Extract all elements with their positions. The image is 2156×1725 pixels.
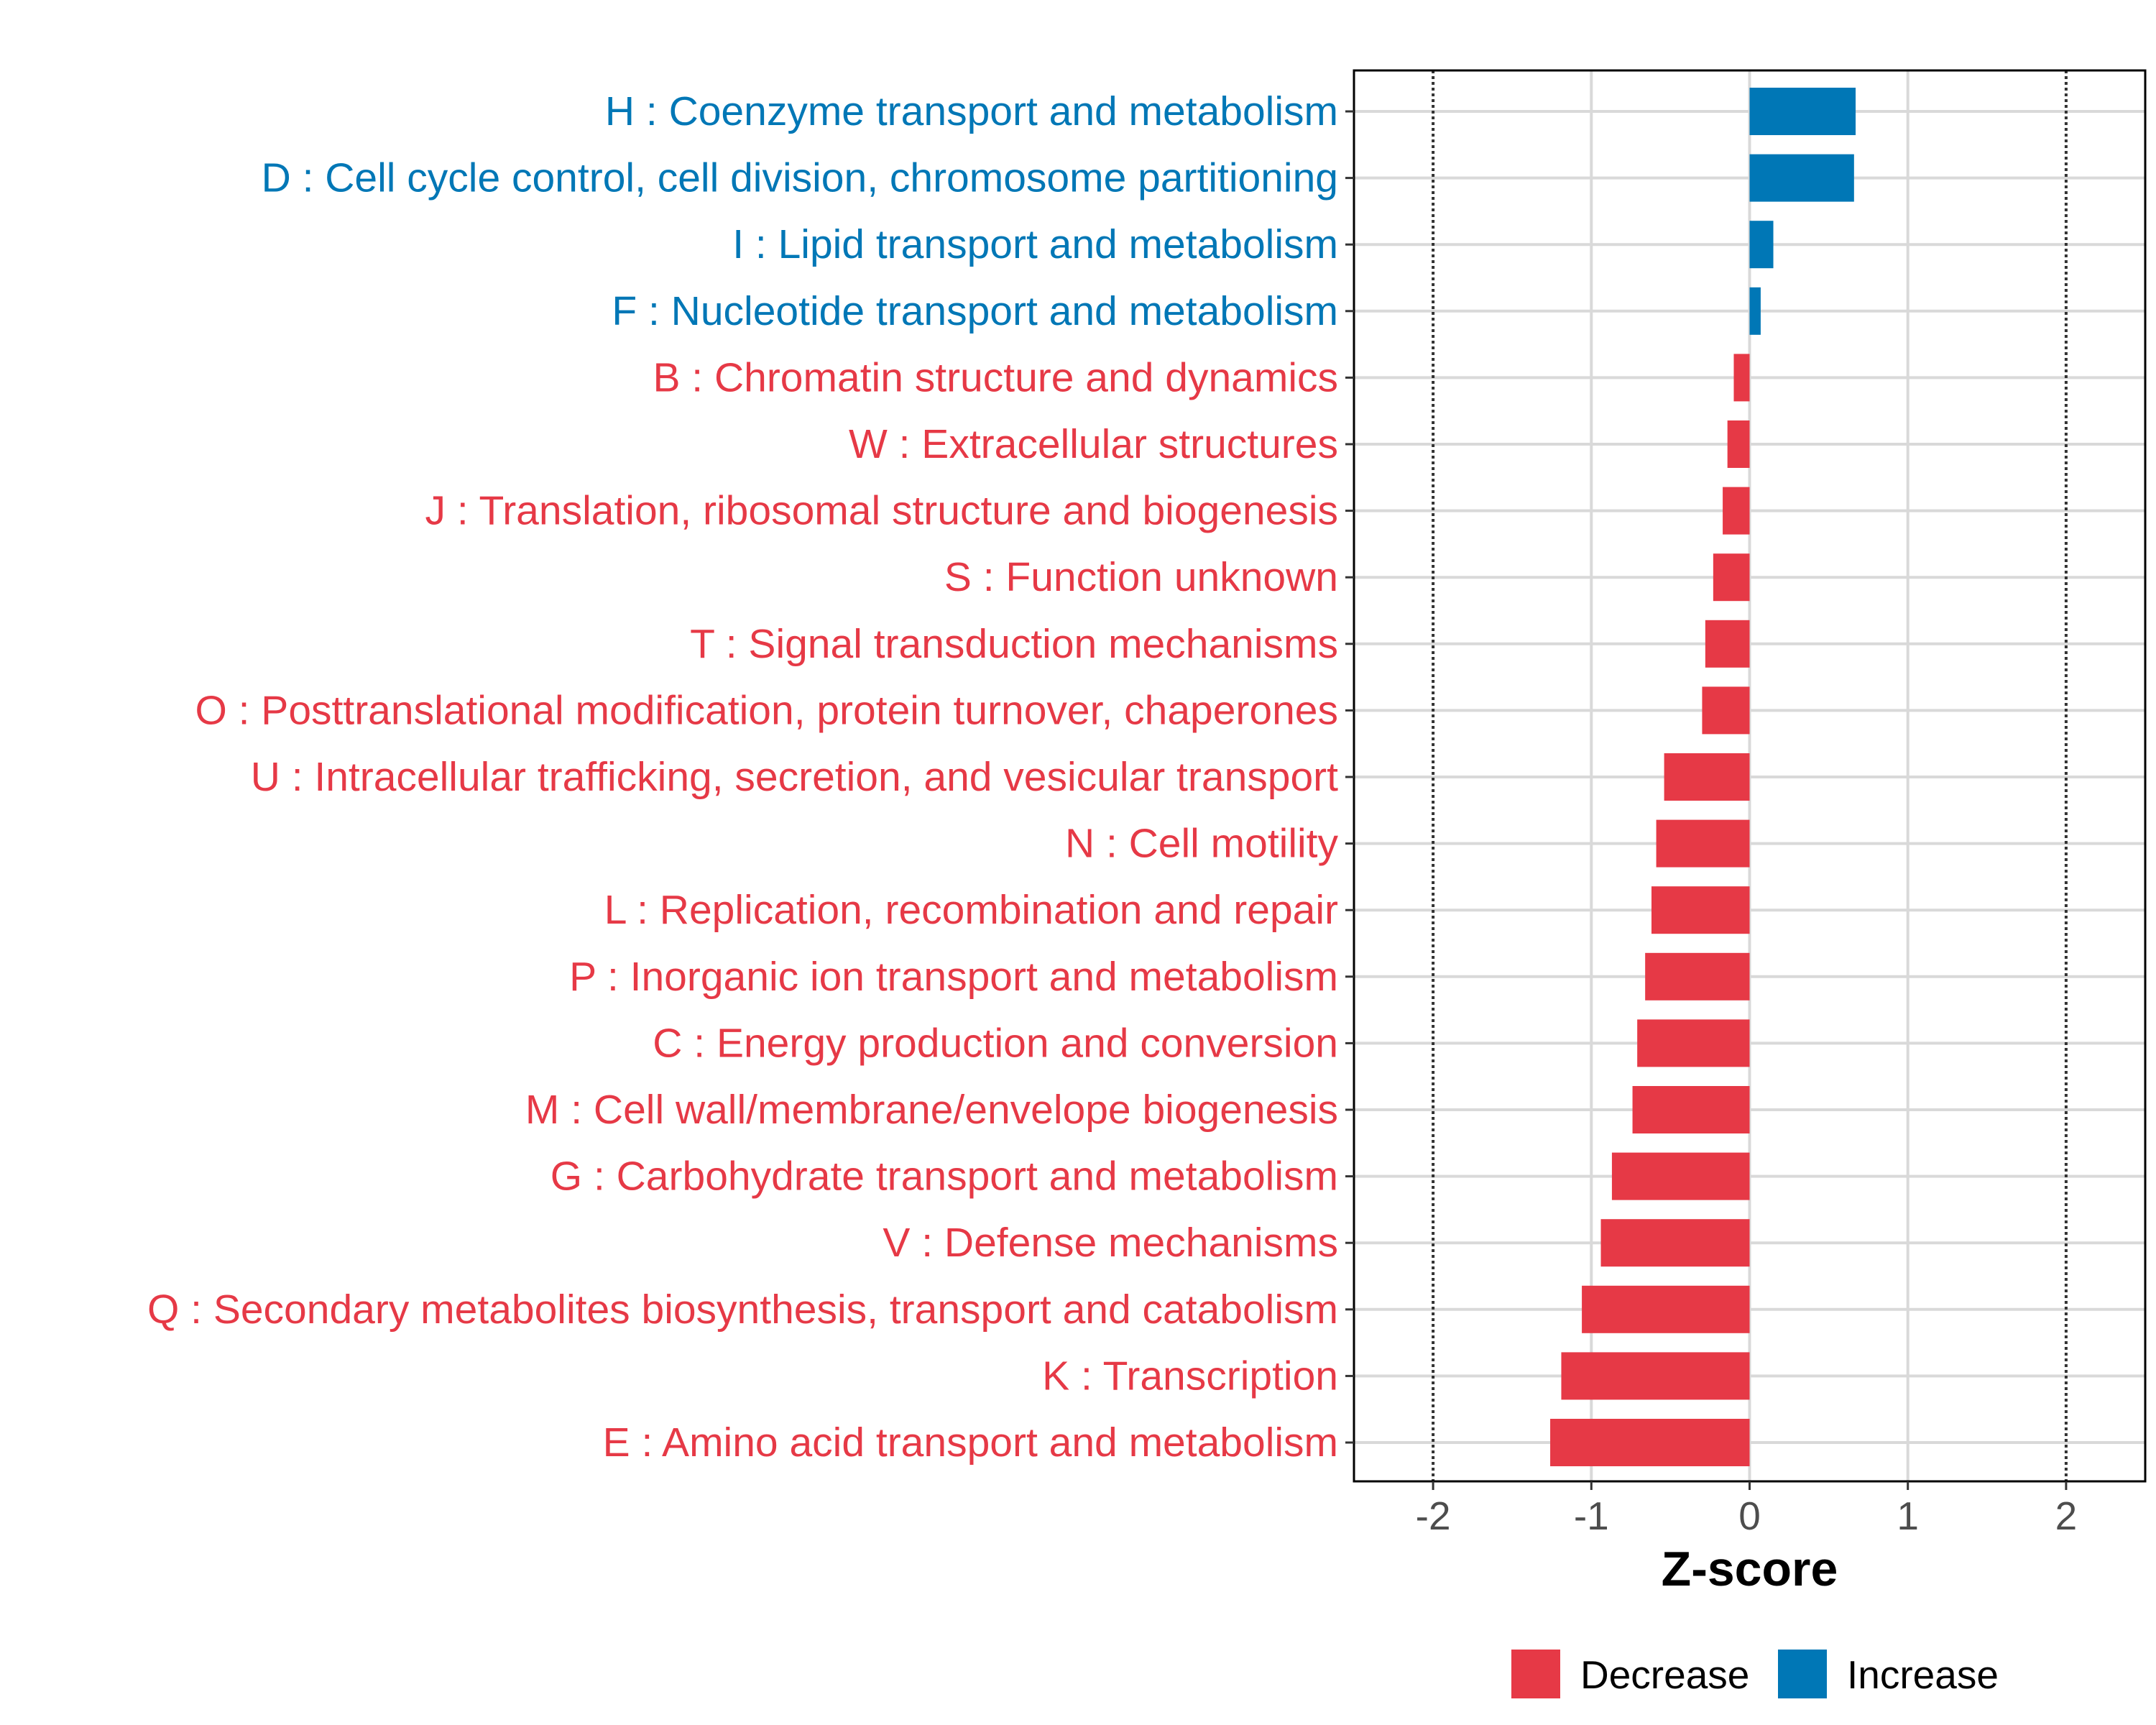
bar [1713,553,1750,602]
bar [1723,487,1750,535]
category-label: W : Extracellular structures [849,421,1338,467]
x-tick-label: 2 [2055,1494,2078,1538]
category-label: P : Inorganic ion transport and metaboli… [569,954,1338,1000]
bar [1705,620,1750,668]
legend: Decrease Increase [1511,1650,1999,1698]
category-label: S : Function unknown [944,554,1338,600]
axis-ticks [1345,110,2068,1490]
category-label: E : Amino acid transport and metabolism [603,1420,1338,1466]
category-label: V : Defense mechanisms [883,1220,1338,1266]
x-tick-labels: -2 -1 0 1 2 [1416,1494,2078,1538]
x-tick-label: -2 [1416,1494,1451,1538]
x-tick-label: -1 [1574,1494,1609,1538]
category-label: Q : Secondary metabolites biosynthesis, … [147,1287,1338,1333]
category-label: H : Coenzyme transport and metabolism [605,88,1338,134]
reference-lines [1432,70,2068,1481]
category-label: F : Nucleotide transport and metabolism [612,288,1338,334]
category-label: N : Cell motility [1065,821,1339,867]
x-tick-label: 0 [1738,1494,1761,1538]
category-label: J : Translation, ribosomal structure and… [425,488,1338,534]
bar [1749,287,1761,335]
category-label: D : Cell cycle control, cell division, c… [262,155,1338,201]
bar [1749,154,1854,202]
category-label: I : Lipid transport and metabolism [732,221,1338,267]
bar [1611,1152,1750,1200]
bar [1582,1285,1750,1333]
bar [1664,753,1750,801]
category-label: G : Carbohydrate transport and metabolis… [550,1154,1338,1200]
bar [1550,1419,1750,1466]
bar [1727,420,1750,468]
bar [1561,1352,1750,1400]
legend-key-increase [1778,1650,1827,1698]
bar [1702,686,1750,735]
category-label: B : Chromatin structure and dynamics [653,354,1338,400]
bar [1733,354,1750,402]
x-axis-title: Z-score [1662,1542,1838,1596]
category-label: O : Posttranslational modification, prot… [195,687,1338,733]
category-label: U : Intracellular trafficking, secretion… [251,754,1338,800]
category-label: M : Cell wall/membrane/envelope biogenes… [525,1087,1338,1133]
bar [1637,1019,1750,1067]
category-label: C : Energy production and conversion [653,1020,1338,1066]
legend-label-decrease: Decrease [1580,1652,1749,1697]
bar [1651,886,1750,934]
bars-layer [1550,88,1856,1466]
bar [1600,1219,1750,1267]
category-label: K : Transcription [1042,1353,1338,1399]
bar [1749,221,1774,269]
category-label: L : Replication, recombination and repai… [604,887,1338,933]
legend-key-decrease [1511,1650,1560,1698]
category-label: T : Signal transduction mechanisms [690,621,1338,667]
category-labels: H : Coenzyme transport and metabolism D :… [147,88,1339,1466]
bar [1749,88,1856,135]
bar [1656,819,1750,868]
bar [1645,952,1750,1000]
bar [1632,1086,1750,1133]
legend-label-increase: Increase [1847,1652,1999,1697]
x-tick-label: 1 [1897,1494,1919,1538]
